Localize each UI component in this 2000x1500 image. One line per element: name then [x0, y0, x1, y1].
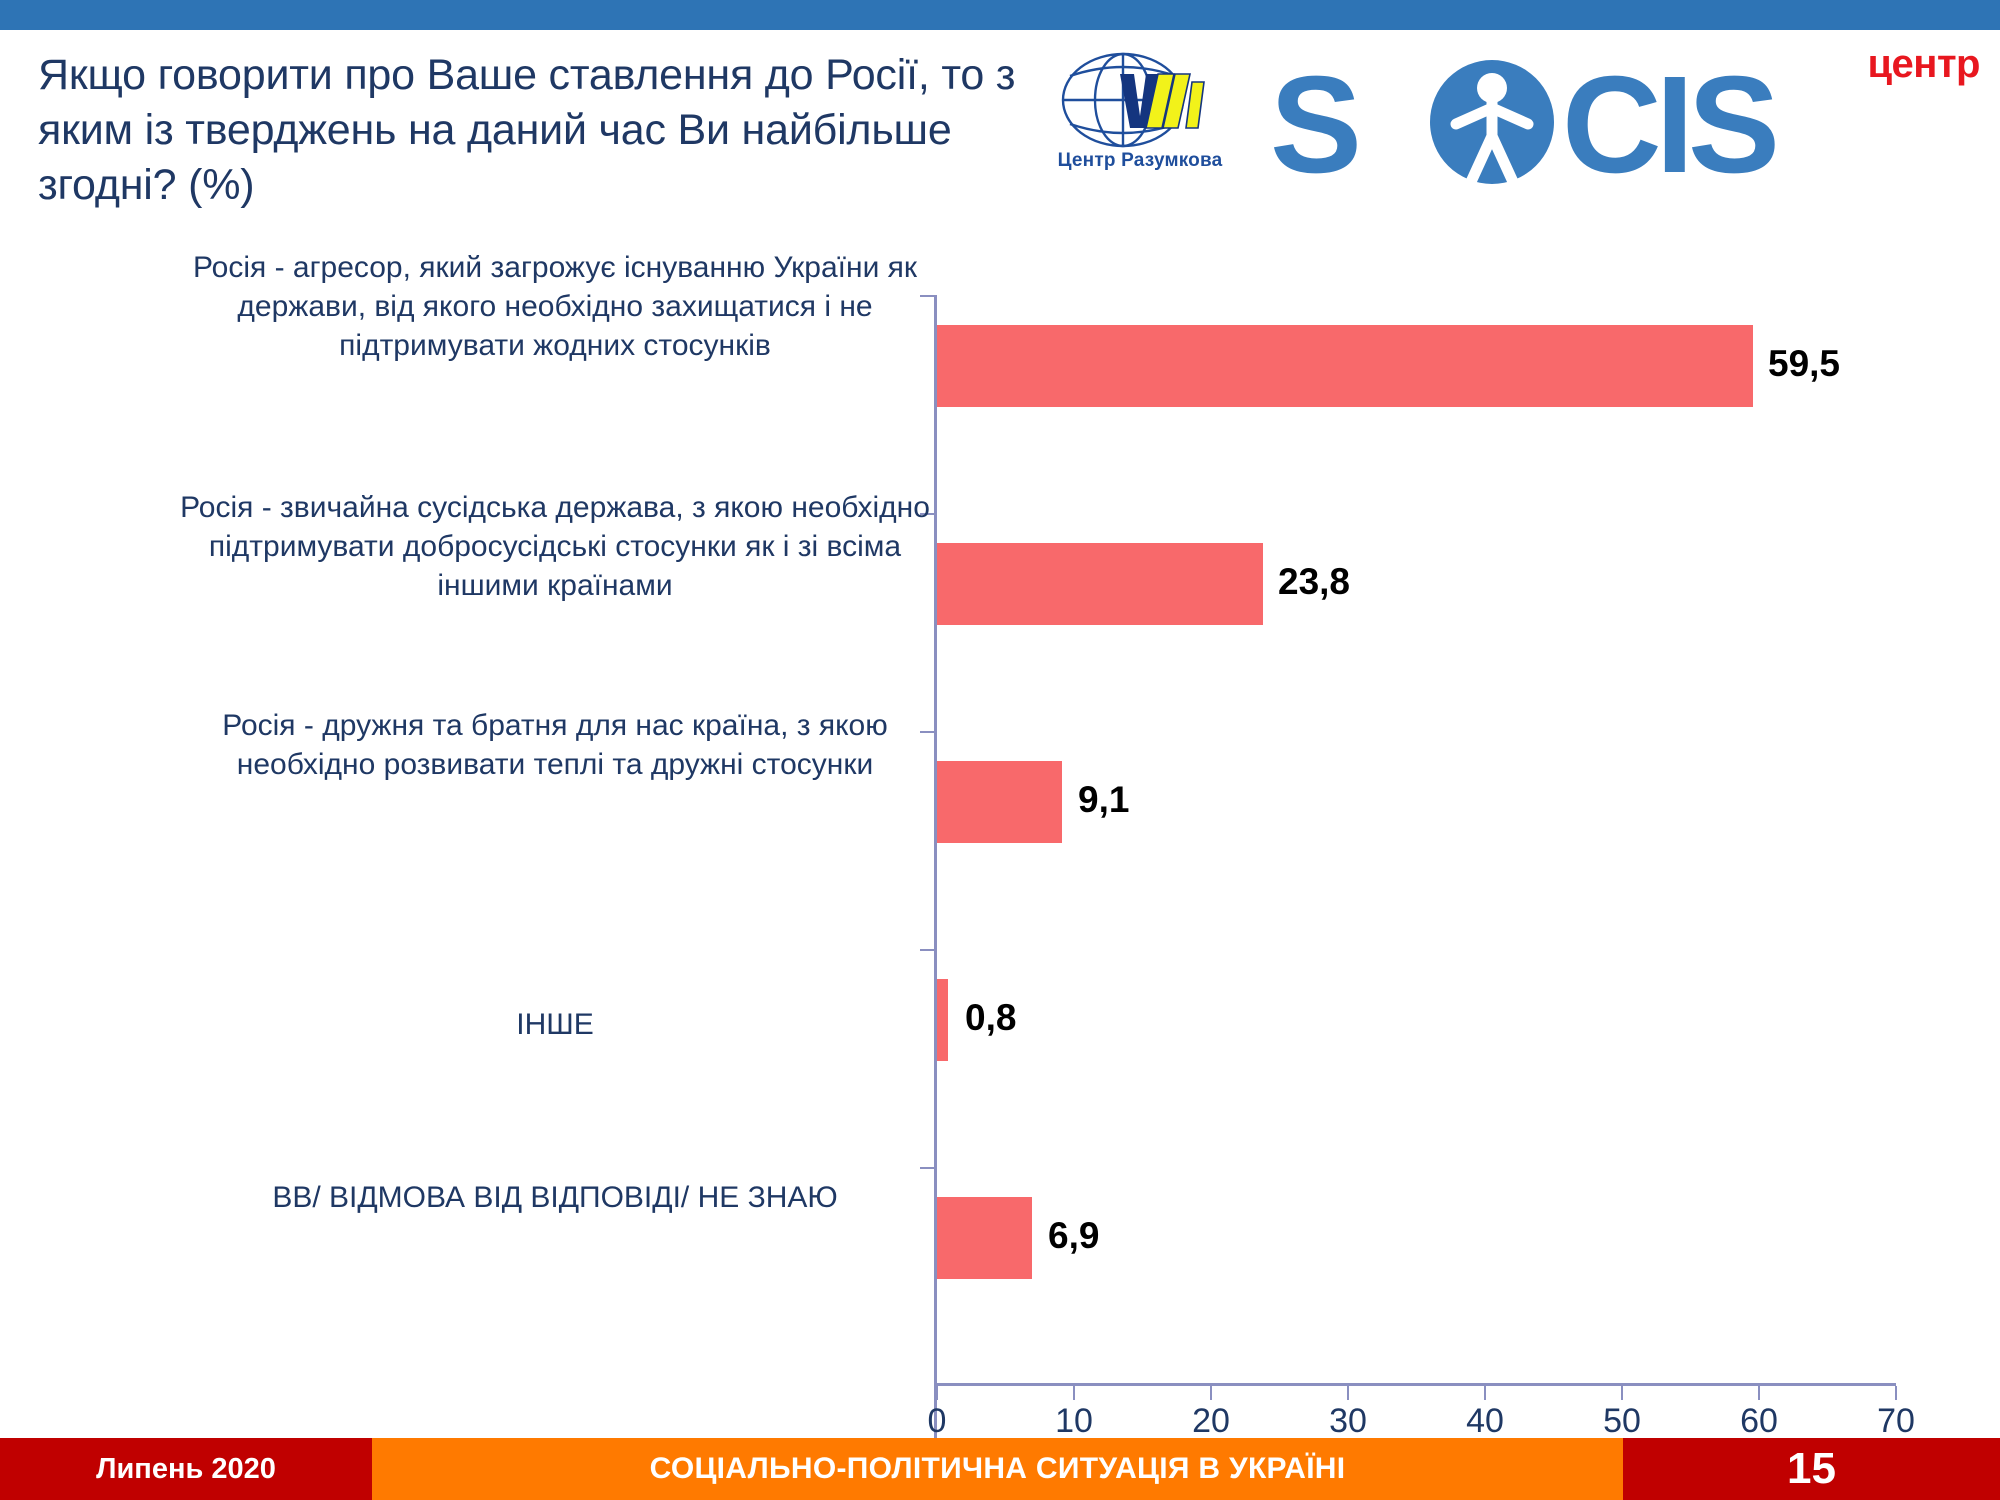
svg-text:S: S	[1270, 60, 1357, 185]
bar-0	[937, 325, 1753, 407]
category-label-3: ІНШЕ	[516, 1008, 594, 1041]
bar-value-2: 9,1	[1078, 779, 1130, 820]
bar-2	[937, 761, 1062, 843]
x-tick-label-70: 70	[1877, 1402, 1915, 1440]
footer-bar: Липень 2020 СОЦІАЛЬНО-ПОЛІТИЧНА СИТУАЦІЯ…	[0, 1438, 2000, 1500]
y-axis-tick	[920, 949, 936, 951]
top-accent-band	[0, 0, 2000, 30]
x-tick-label-40: 40	[1466, 1402, 1504, 1440]
y-axis-tick	[920, 513, 936, 515]
category-label-0: Росія - агресор, який загрожує існуванню…	[192, 251, 918, 362]
x-axis-tick-60	[1758, 1386, 1760, 1400]
x-axis-tick-0	[936, 1386, 938, 1400]
footer-page-number: 15	[1623, 1438, 2000, 1500]
y-axis-tick	[920, 731, 936, 733]
socis-wordmark-icon: S CIS	[1270, 60, 1781, 185]
bar-value-0: 59,5	[1768, 343, 1841, 384]
bar-1	[937, 543, 1263, 625]
x-axis-tick-70	[1895, 1386, 1897, 1400]
razumkov-center-logo: Центр Разумкова	[1040, 50, 1240, 185]
svg-text:CIS: CIS	[1562, 60, 1775, 185]
x-tick-label-0: 0	[927, 1402, 947, 1440]
x-tick-label-30: 30	[1329, 1402, 1367, 1440]
socis-logo: центр S CIS	[1270, 42, 1990, 187]
x-tick-label-60: 60	[1740, 1402, 1778, 1440]
x-tick-label-50: 50	[1603, 1402, 1641, 1440]
x-axis-tick-40	[1484, 1386, 1486, 1400]
bar-value-3: 0,8	[965, 997, 1017, 1038]
bar-chart: 59,5 23,8 9,1 0,8 6,9 Росія - агресор, я…	[0, 200, 2000, 1485]
footer-caption: СОЦІАЛЬНО-ПОЛІТИЧНА СИТУАЦІЯ В УКРАЇНІ	[372, 1438, 1623, 1500]
x-tick-label-10: 10	[1055, 1402, 1093, 1440]
category-label-1: Росія - звичайна сусідська держава, з як…	[180, 491, 930, 602]
category-label-2: Росія - дружня та братня для нас країна,…	[222, 709, 888, 781]
ukraine-trident-flag-icon	[1120, 73, 1205, 129]
x-axis-tick-30	[1347, 1386, 1349, 1400]
logo-group: Центр Разумкова центр S CIS	[1040, 42, 1990, 187]
x-tick-label-20: 20	[1192, 1402, 1230, 1440]
bar-value-4: 6,9	[1048, 1215, 1100, 1256]
bar-4	[937, 1197, 1032, 1279]
bar-value-1: 23,8	[1278, 561, 1351, 602]
x-axis-tick-10	[1073, 1386, 1075, 1400]
razumkov-logo-label: Центр Разумкова	[1057, 150, 1223, 171]
y-axis-line	[934, 295, 937, 1485]
y-axis-tick	[920, 1167, 936, 1169]
x-axis-tick-50	[1621, 1386, 1623, 1400]
y-axis-tick	[920, 295, 936, 297]
bar-3	[937, 979, 948, 1061]
x-axis-tick-20	[1210, 1386, 1212, 1400]
category-label-4: ВВ/ ВІДМОВА ВІД ВІДПОВІДІ/ НЕ ЗНАЮ	[272, 1181, 838, 1214]
page-title: Якщо говорити про Ваше ставлення до Росі…	[38, 51, 1016, 210]
socis-logo-superscript: центр	[1867, 42, 1980, 86]
footer-date: Липень 2020	[0, 1438, 372, 1500]
x-axis-line	[934, 1383, 1896, 1386]
